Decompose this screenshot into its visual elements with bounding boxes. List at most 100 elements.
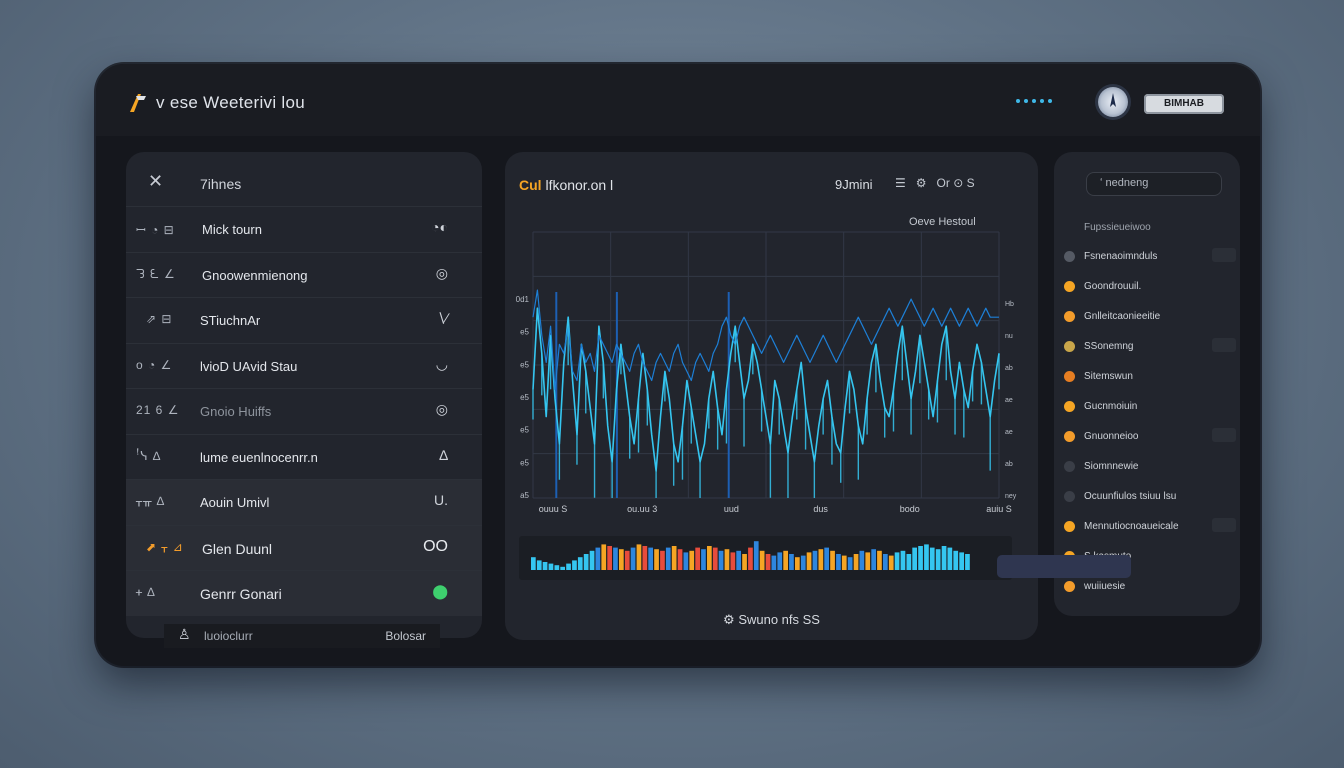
mini-bar — [800, 555, 806, 570]
item-toggle[interactable] — [1212, 248, 1236, 262]
mini-bar — [765, 554, 771, 570]
y-tick-label: e5 — [520, 360, 529, 369]
mini-bar — [935, 549, 941, 570]
list-item[interactable]: Fsnenaoimnduls — [1060, 242, 1236, 272]
x-tick-label: ou.uu 3 — [627, 504, 657, 514]
footer-action[interactable]: Bolosar — [385, 629, 426, 643]
mini-bar — [771, 555, 777, 570]
mini-bar-chart[interactable] — [519, 536, 1012, 580]
list-item-label: Gnuonneioo — [1084, 431, 1139, 442]
row-icons: 21 6 ∠ — [136, 403, 180, 417]
list-item[interactable]: Sitemswun — [1060, 362, 1230, 392]
x-tick-label: auiu S — [986, 504, 1012, 514]
status-dot-icon — [1064, 281, 1075, 292]
search-input[interactable]: ʻ nedneng — [1086, 172, 1222, 196]
row-status-icon: ◎ — [435, 401, 448, 417]
compass-icon[interactable] — [1098, 87, 1128, 117]
row-status-icon: ⬤ — [432, 583, 448, 599]
status-dot-icon — [1064, 311, 1075, 322]
mini-bar — [665, 547, 671, 570]
left-panel: ✕ 7ihnes ꟷ ◔ ⊟ Mick tourn ◔◐ ᘊ ᘍ ∠ Gnoow… — [126, 152, 482, 648]
mini-bar — [707, 546, 712, 570]
chart-mode-label[interactable]: 9Jmini — [835, 177, 873, 192]
mini-bar — [836, 554, 841, 570]
mini-bar — [918, 546, 923, 570]
list-item[interactable]: ᚁᚂ ∆ Aouin Umivl U. — [126, 479, 482, 525]
close-icon[interactable]: ✕ — [148, 171, 164, 191]
list-item[interactable]: Gnuonneioo — [1060, 422, 1236, 452]
title-bar: v ese Weeterivi lou BIMHAB — [96, 64, 1260, 136]
row-status-icon: OO — [423, 537, 448, 555]
menu-icon[interactable]: ☰ — [895, 176, 906, 190]
list-item[interactable]: 21 6 ∠ Gnoio Huiffs ◎ — [126, 388, 482, 434]
status-dots-icon — [1016, 99, 1052, 103]
list-item[interactable]: Siomnnewie — [1060, 452, 1230, 482]
list-item[interactable]: ꜝᓭ ∆ lume euenlnocenrr.n ∆ — [126, 433, 482, 480]
chart-footer: ⚙ Swuno nfs SS — [505, 612, 1038, 628]
mini-bar — [941, 546, 947, 570]
mini-bar — [818, 549, 824, 570]
settings-icon[interactable]: ⚙ — [915, 176, 927, 190]
app-window: v ese Weeterivi lou BIMHAB ✕ 7ihnes ꟷ ◔ … — [96, 64, 1260, 666]
right-list: Fsnenaoimnduls Goondrouuil. Gnlleitcaoniee… — [1060, 242, 1236, 602]
series-line — [532, 307, 1000, 472]
item-toggle[interactable] — [1212, 518, 1236, 532]
list-item[interactable]: Gucnmoiuin — [1060, 392, 1230, 422]
mini-bar — [877, 550, 882, 570]
mini-bar — [853, 554, 859, 570]
list-item[interactable]: o ◔ ∠ lvioD UAvid Stau ◡ — [126, 342, 482, 389]
action-button[interactable] — [997, 555, 1131, 578]
mini-bar — [724, 549, 730, 570]
list-item[interactable]: ꟷ ◔ ⊟ Mick tourn ◔◐ — [126, 206, 482, 252]
mini-bar — [619, 549, 624, 570]
list-item-label: Gucnmoiuin — [1084, 401, 1138, 412]
mini-bar — [630, 547, 636, 570]
left-panel-title: 7ihnes — [200, 176, 242, 192]
mini-bar — [730, 552, 736, 570]
list-item-label: Goondrouuil. — [1084, 281, 1142, 292]
list-item[interactable]: ᘊ ᘍ ∠ Gnoowenmienong ◎ — [126, 251, 482, 298]
list-item[interactable]: wuiiuesie — [1060, 572, 1230, 602]
x-tick-label: ouuu S — [539, 504, 568, 514]
list-item[interactable]: Gnlleitcaonieeitie — [1060, 302, 1230, 332]
item-toggle[interactable] — [1212, 338, 1236, 352]
mini-bar — [824, 547, 829, 570]
row-status-icon: ∆ — [439, 446, 448, 463]
mini-bar — [736, 550, 741, 570]
line-chart[interactable]: 0d1 e5 e5 e5 e5 e5 a5 Hb nu ab ae ae ab ney ouuu S ou.u… — [505, 212, 1038, 542]
row-label: Genrr Gonari — [200, 586, 282, 602]
chart-tool-text[interactable]: Or ⊙ S — [936, 176, 975, 190]
list-item-label: Fsnenaoimnduls — [1084, 251, 1158, 262]
list-item[interactable]: Mennutiocnoaueicale — [1060, 512, 1236, 542]
mini-bar — [783, 550, 788, 570]
list-item-selected[interactable]: ⬈ ᚁ ⊿ Glen Duunl OO — [126, 524, 482, 570]
mini-bar — [859, 550, 865, 570]
account-badge[interactable]: BIMHAB — [1144, 94, 1224, 114]
item-toggle[interactable] — [1212, 428, 1236, 442]
y2-tick-label: ney — [1005, 493, 1017, 500]
mini-bar — [759, 550, 765, 570]
list-item-label: Ocuunfiulos tsiuu lsu — [1084, 491, 1177, 502]
list-item[interactable]: Goondrouuil. — [1060, 272, 1230, 302]
y-tick-label: e5 — [520, 393, 529, 402]
status-dot-icon — [1064, 341, 1075, 352]
list-item[interactable]: ⇗ ⊟ STiuchnAr ∖∕ — [126, 297, 482, 343]
mini-bar — [595, 547, 601, 570]
list-item[interactable]: ᚐ ∆ Genrr Gonari ⬤ — [126, 570, 482, 616]
series-line — [532, 289, 999, 391]
mini-bar — [953, 550, 959, 570]
row-label: Gnoowenmienong — [202, 267, 308, 283]
row-label: Gnoio Huiffs — [200, 404, 272, 419]
y2-tick-label: ab — [1005, 461, 1013, 468]
mini-bar — [572, 560, 577, 570]
y2-tick-label: ae — [1005, 397, 1013, 404]
list-item[interactable]: SSonemng — [1060, 332, 1236, 362]
right-panel-header: Fupssieueiwoo — [1084, 222, 1151, 233]
list-item[interactable]: Ocuunfiulos tsiuu lsu — [1060, 482, 1230, 512]
chart-panel-title: Cul lfkonor.on l — [519, 177, 613, 193]
row-label: lvioD UAvid Stau — [200, 358, 298, 374]
mini-bar — [718, 550, 724, 570]
app-title: v ese Weeterivi lou — [156, 93, 306, 112]
y-tick-label: e5 — [520, 458, 529, 467]
y2-tick-label: nu — [1005, 333, 1013, 340]
